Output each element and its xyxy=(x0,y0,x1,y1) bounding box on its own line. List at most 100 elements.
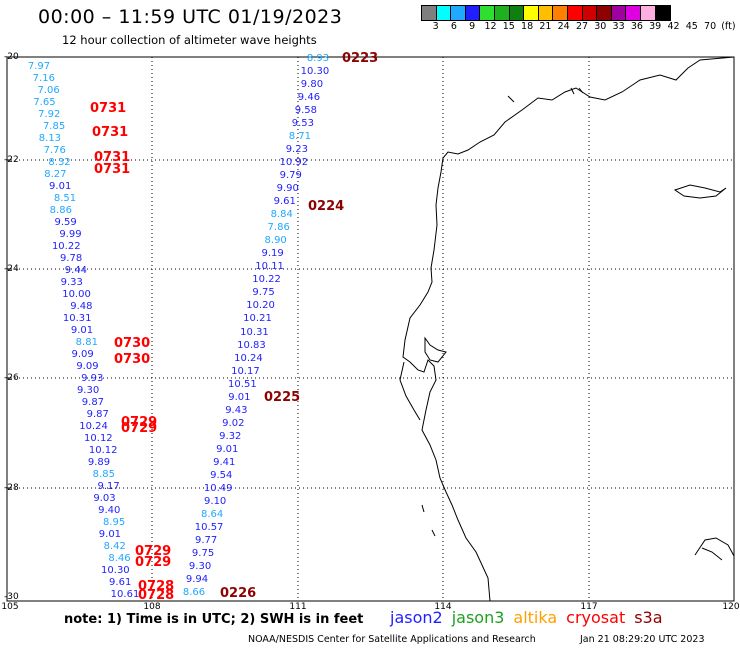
wave-height-value: 10.11 xyxy=(255,261,284,273)
wave-height-value: 9.90 xyxy=(276,183,299,195)
wave-height-value: 8.81 xyxy=(75,337,98,348)
wave-height-value: 9.61 xyxy=(109,577,132,588)
legend-swatch xyxy=(422,6,437,20)
legend-label: 27 xyxy=(575,21,589,32)
wave-height-value: 9.10 xyxy=(204,495,227,507)
pass-time-label: 0729 xyxy=(121,421,158,436)
legend-label: 30 xyxy=(594,21,607,32)
map-grid xyxy=(7,57,734,601)
satellite-legend-item: jason2 xyxy=(390,608,443,627)
wave-height-value: 8.13 xyxy=(38,133,62,144)
legend-swatch xyxy=(494,6,510,20)
color-legend-labels: 3 6 9 12 15 18 21 24 27 30 33 36 39 42 45 70 (ft) xyxy=(421,21,740,35)
wave-height-value: 10.30 xyxy=(300,66,330,78)
wave-height-value: 9.79 xyxy=(279,170,302,182)
lat-label: -20 xyxy=(4,52,19,62)
lat-label: -28 xyxy=(4,483,19,493)
wave-height-value: 9.19 xyxy=(261,248,284,260)
legend-swatch xyxy=(597,6,612,20)
legend-label: 18 xyxy=(521,21,534,32)
wave-height-value: 10.12 xyxy=(84,433,113,444)
wave-height-value: 9.09 xyxy=(76,361,99,372)
wave-height-value: 10.49 xyxy=(203,482,233,494)
legend-label: 12 xyxy=(484,21,497,32)
pass-time-label: 0729 xyxy=(135,555,172,570)
legend-swatch xyxy=(451,6,466,20)
wave-height-value: 9.75 xyxy=(191,547,215,559)
wave-height-value: 10.83 xyxy=(237,339,266,351)
wave-height-value: 8.27 xyxy=(44,169,67,180)
wave-height-value: 9.59 xyxy=(54,217,77,228)
wave-height-value: 7.85 xyxy=(42,121,66,132)
lat-label: -30 xyxy=(4,592,19,602)
wave-height-value: 9.80 xyxy=(300,79,324,91)
wave-height-value: 7.65 xyxy=(33,97,56,108)
pass-time-label: 0731 xyxy=(92,125,129,140)
wave-height-value: 10.20 xyxy=(246,300,275,312)
legend-label: 39 xyxy=(649,21,662,32)
lon-label: 111 xyxy=(289,602,307,612)
satellite-legend-item: cryosat xyxy=(566,608,626,627)
lon-label: 120 xyxy=(722,602,740,612)
legend-swatch xyxy=(465,6,481,20)
wave-height-value: 10.57 xyxy=(194,521,224,533)
pass-time-label: 0731 xyxy=(94,150,131,165)
wave-height-value: 8.42 xyxy=(103,541,126,552)
wave-height-value: 8.85 xyxy=(92,469,115,480)
wave-height-value: 9.30 xyxy=(76,385,100,396)
lon-label: 114 xyxy=(434,602,452,612)
pass-time-label: 0730 xyxy=(114,336,151,351)
wave-height-value: 9.46 xyxy=(297,92,321,104)
pass-time-label: 0728 xyxy=(138,588,175,603)
legend-swatch xyxy=(436,6,452,20)
wave-height-value: 9.43 xyxy=(225,404,248,416)
map-subtitle: 12 hour collection of altimeter wave hei… xyxy=(62,33,317,47)
pass-time-label: 0728 xyxy=(138,579,175,594)
credit-line: NOAA/NESDIS Center for Satellite Applica… xyxy=(248,634,536,645)
legend-label: 45 xyxy=(685,21,698,32)
wave-height-value: 8.95 xyxy=(102,517,126,528)
wave-height-value: 9.53 xyxy=(291,118,315,130)
satellite-legend-item: jason3 xyxy=(451,608,505,627)
legend-swatch xyxy=(640,6,656,20)
wave-height-value: 7.86 xyxy=(267,222,290,234)
wave-height-value: 8.64 xyxy=(201,508,224,520)
wave-height-value: 9.48 xyxy=(70,301,93,312)
wave-height-value: 9.58 xyxy=(294,105,318,117)
map-title: 00:00 – 11:59 UTC 01/19/2023 xyxy=(38,6,343,28)
wave-height-value: 9.89 xyxy=(87,457,111,468)
wave-height-value: 10.22 xyxy=(51,241,81,252)
wave-height-value: 10.24 xyxy=(79,421,108,432)
legend-label: 3 xyxy=(432,21,439,32)
wave-height-value: 9.23 xyxy=(285,144,308,156)
wave-height-value: 9.02 xyxy=(222,417,245,429)
wave-height-value: 10.30 xyxy=(101,565,130,576)
wave-height-value: 9.09 xyxy=(71,349,94,360)
wave-height-value: 9.99 xyxy=(59,229,82,240)
wave-height-value: 10.17 xyxy=(231,365,260,377)
lon-label: 105 xyxy=(1,602,19,612)
wave-height-value: 9.77 xyxy=(194,534,218,546)
wave-height-value: 10.22 xyxy=(252,274,281,286)
legend-swatch xyxy=(480,6,495,20)
wave-height-value: 9.17 xyxy=(97,481,120,492)
wave-height-value: 9.01 xyxy=(216,443,239,455)
lon-label: 108 xyxy=(143,602,161,612)
wave-height-value: 9.78 xyxy=(59,253,83,264)
wave-height-value: 9.54 xyxy=(210,469,233,481)
map-frame xyxy=(6,56,735,602)
wave-height-value: 7.16 xyxy=(32,73,55,84)
wave-height-value: 9.33 xyxy=(60,277,83,288)
wave-height-value: 7.97 xyxy=(27,61,51,72)
legend-swatch xyxy=(509,6,525,20)
wave-height-value: 9.01 xyxy=(98,529,122,540)
legend-label: 21 xyxy=(539,21,552,32)
lat-label: -26 xyxy=(4,373,19,383)
legend-swatch xyxy=(626,6,641,20)
wave-height-value: 8.84 xyxy=(270,209,293,221)
legend-swatch xyxy=(611,6,627,20)
wave-height-value: 10.00 xyxy=(62,289,91,300)
wave-height-value: 9.01 xyxy=(228,391,251,403)
legend-swatch xyxy=(582,6,598,20)
lat-ticks xyxy=(7,56,12,489)
